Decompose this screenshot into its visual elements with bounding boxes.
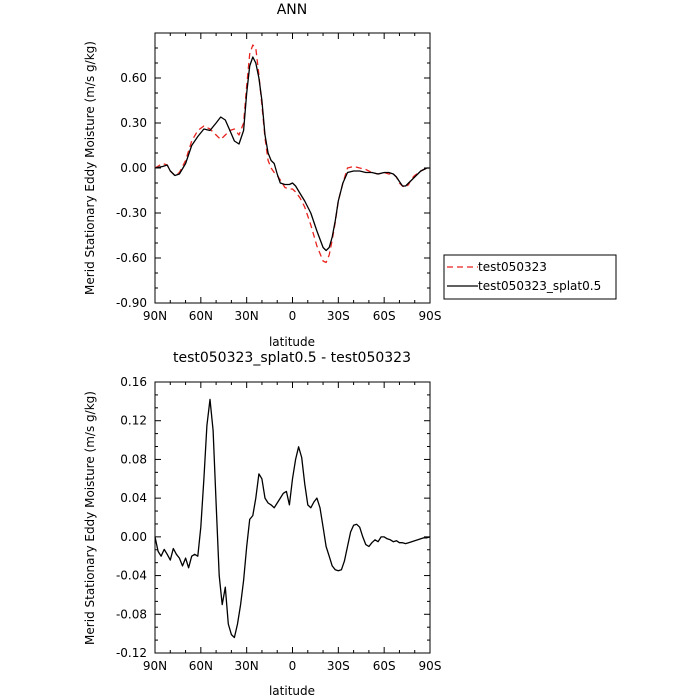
top-x-tick-label: 90S [419,309,442,323]
bottom-x-tick-label: 60S [373,659,396,673]
top-x-tick-label: 60N [189,309,213,323]
top-x-tick-label: 60S [373,309,396,323]
bottom-y-tick-label: -0.12 [116,646,147,660]
bottom-y-tick-label: -0.04 [116,569,147,583]
top-y-tick-label: -0.60 [116,251,147,265]
bottom-y-tick-label: 0.08 [120,452,147,466]
top-x-tick-label: 30S [327,309,350,323]
top-chart-y-axis-label: Merid Stationary Eddy Moisture (m/s g/kg… [83,41,97,295]
legend: test050323 test050323_splat0.5 [443,254,617,300]
top-chart-frame [154,32,431,304]
top-chart: ANN 90N 60N 30N 0 30S 60S 90S 0.60 0.30 0.00 -0.30… [83,2,441,349]
bottom-chart-frame [154,381,431,654]
top-x-tick-label: 30N [235,309,259,323]
bottom-x-tick-label: 30N [235,659,259,673]
bottom-series-line-difference [154,398,431,639]
top-x-tick-label: 90N [143,309,167,323]
bottom-y-tick-label: 0.00 [120,530,147,544]
top-y-tick-label: -0.30 [116,206,147,220]
legend-label-test050323: test050323 [478,260,547,274]
top-chart-series-group [154,44,430,264]
top-chart-title: ANN [277,2,308,18]
top-y-tick-label: 0.60 [120,71,147,85]
bottom-x-tick-label: 60N [189,659,213,673]
bottom-y-tick-label: 0.04 [120,491,147,505]
bottom-x-tick-label: 30S [327,659,350,673]
bottom-x-tick-label: 90S [419,659,442,673]
top-y-tick-label: -0.90 [116,296,147,310]
bottom-x-tick-label: 0 [289,659,297,673]
bottom-y-tick-label: 0.12 [120,414,147,428]
bottom-y-tick-label: 0.16 [120,375,147,389]
legend-label-test050323-splat: test050323_splat0.5 [478,279,601,293]
top-series-line-test050323-splat0-5 [154,56,430,252]
bottom-chart-ticks: 90N 60N 30N 0 30S 60S 90S 0.16 0.12 0.08 0.04 0.00 -… [116,375,442,673]
top-chart-x-axis-label: latitude [269,335,315,349]
bottom-chart: test050323_splat0.5 - test050323 90N 60N 3… [83,350,441,698]
top-x-tick-label: 0 [289,309,297,323]
top-chart-ticks: 90N 60N 30N 0 30S 60S 90S 0.60 0.30 0.00 -0.30 -0.6… [116,32,442,323]
bottom-chart-title: test050323_splat0.5 - test050323 [173,350,411,366]
top-series-line-test050323 [154,44,430,264]
bottom-chart-series-group [154,398,431,639]
bottom-chart-x-axis-label: latitude [269,684,315,698]
legend-box [443,254,617,300]
top-y-tick-label: 0.00 [120,161,147,175]
top-y-tick-label: 0.30 [120,116,147,130]
bottom-x-tick-label: 90N [143,659,167,673]
bottom-y-tick-label: -0.08 [116,607,147,621]
bottom-chart-y-axis-label: Merid Stationary Eddy Moisture (m/s g/kg… [83,391,97,645]
